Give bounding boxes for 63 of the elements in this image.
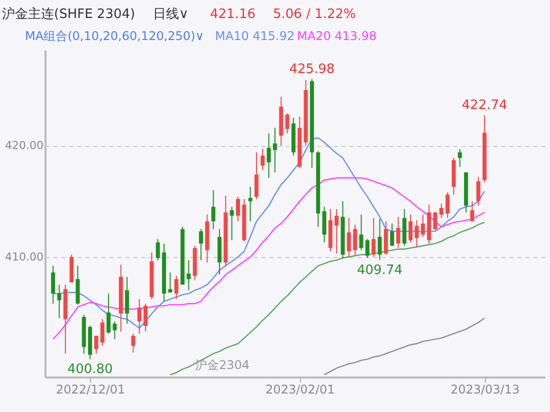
candlestick: [106, 293, 111, 334]
candlestick: [236, 196, 240, 222]
candlestick: [470, 200, 474, 222]
candlestick: [131, 333, 136, 354]
annotation: 400.80: [67, 362, 113, 378]
text: MA20 413.98: [297, 29, 377, 43]
candlestick: [168, 272, 172, 293]
annotation: 425.98: [289, 62, 335, 78]
line-series: [324, 317, 486, 376]
text: MA组合(0,10,20,60,120,250)∨: [25, 29, 204, 43]
candlestick: [390, 223, 394, 246]
candlestick: [266, 132, 271, 178]
candlestick: [476, 176, 480, 206]
candlestick: [51, 265, 56, 304]
candlestick: [174, 275, 178, 300]
candlestick: [458, 148, 462, 168]
candlestick: [137, 298, 142, 334]
candlestick: [433, 212, 438, 231]
candlestick: [254, 152, 258, 200]
candlestick: [144, 303, 148, 332]
candlestick: [378, 218, 382, 260]
candlestick: [414, 220, 419, 248]
candlestick: [112, 320, 117, 340]
annotation: 422.74: [462, 98, 508, 114]
annotation: 沪金2304: [195, 358, 250, 372]
x-tick-label: 2022/12/01: [56, 382, 126, 396]
annotation: 409.74: [357, 262, 402, 278]
candlestick: [186, 260, 191, 291]
candlestick: [420, 214, 425, 238]
candlestick: [260, 148, 265, 171]
candlestick: [408, 214, 413, 243]
candlestick: [156, 238, 160, 261]
text: MA10 415.92: [215, 29, 295, 43]
candlestick: [334, 208, 339, 254]
candlestick: [94, 335, 98, 354]
line-series: [52, 177, 486, 340]
candlestick: [57, 284, 62, 319]
candlestick: [346, 217, 351, 258]
candlestick: [439, 202, 444, 218]
candlestick: [272, 127, 277, 173]
candlestick: [125, 276, 130, 324]
x-tick-label: 2023/02/01: [266, 382, 335, 396]
x-tick-label: 2023/03/13: [450, 382, 520, 396]
candlestick: [100, 318, 104, 346]
candlestick: [365, 238, 370, 258]
candlestick: [248, 186, 252, 222]
candlestick: [359, 214, 364, 251]
chart-title: 沪金主连(SHFE 2304): [2, 6, 136, 22]
y-tick-label: 420.00: [5, 139, 44, 152]
candlestick: [211, 190, 216, 230]
candlestick: [230, 206, 234, 241]
text: 421.16: [210, 7, 256, 22]
candlestick: [353, 224, 358, 256]
candlestick: [322, 206, 326, 243]
chart-subtitle: 日线∨: [153, 7, 189, 22]
line-series: [170, 222, 486, 376]
candlestick: [285, 112, 290, 134]
candlestick: [372, 217, 376, 258]
candlestick: [396, 216, 400, 248]
candlestick: [199, 228, 204, 261]
text: 5.06 / 1.22%: [273, 7, 356, 22]
y-tick-label: 410.00: [5, 250, 44, 264]
candlestick: [446, 192, 450, 218]
